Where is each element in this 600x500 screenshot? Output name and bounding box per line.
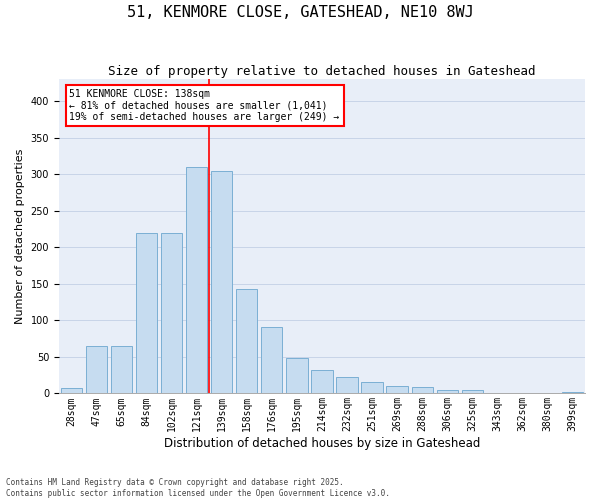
Bar <box>461 390 483 394</box>
Bar <box>286 358 308 394</box>
Y-axis label: Number of detached properties: Number of detached properties <box>15 148 25 324</box>
Text: Contains HM Land Registry data © Crown copyright and database right 2025.
Contai: Contains HM Land Registry data © Crown c… <box>6 478 390 498</box>
Bar <box>537 392 558 394</box>
Bar <box>361 382 383 394</box>
Bar <box>61 388 82 394</box>
Bar <box>86 346 107 394</box>
Bar <box>111 346 132 394</box>
Bar <box>386 386 408 394</box>
Bar <box>512 392 533 394</box>
Bar <box>236 289 257 394</box>
Bar <box>211 170 232 394</box>
Bar <box>562 392 583 394</box>
X-axis label: Distribution of detached houses by size in Gateshead: Distribution of detached houses by size … <box>164 437 480 450</box>
Text: 51 KENMORE CLOSE: 138sqm
← 81% of detached houses are smaller (1,041)
19% of sem: 51 KENMORE CLOSE: 138sqm ← 81% of detach… <box>70 88 340 122</box>
Bar <box>311 370 332 394</box>
Bar <box>161 232 182 394</box>
Bar <box>261 327 283 394</box>
Bar <box>437 390 458 394</box>
Bar <box>186 167 208 394</box>
Text: 51, KENMORE CLOSE, GATESHEAD, NE10 8WJ: 51, KENMORE CLOSE, GATESHEAD, NE10 8WJ <box>127 5 473 20</box>
Title: Size of property relative to detached houses in Gateshead: Size of property relative to detached ho… <box>108 65 536 78</box>
Bar <box>136 232 157 394</box>
Bar <box>337 378 358 394</box>
Bar <box>487 392 508 394</box>
Bar <box>412 387 433 394</box>
